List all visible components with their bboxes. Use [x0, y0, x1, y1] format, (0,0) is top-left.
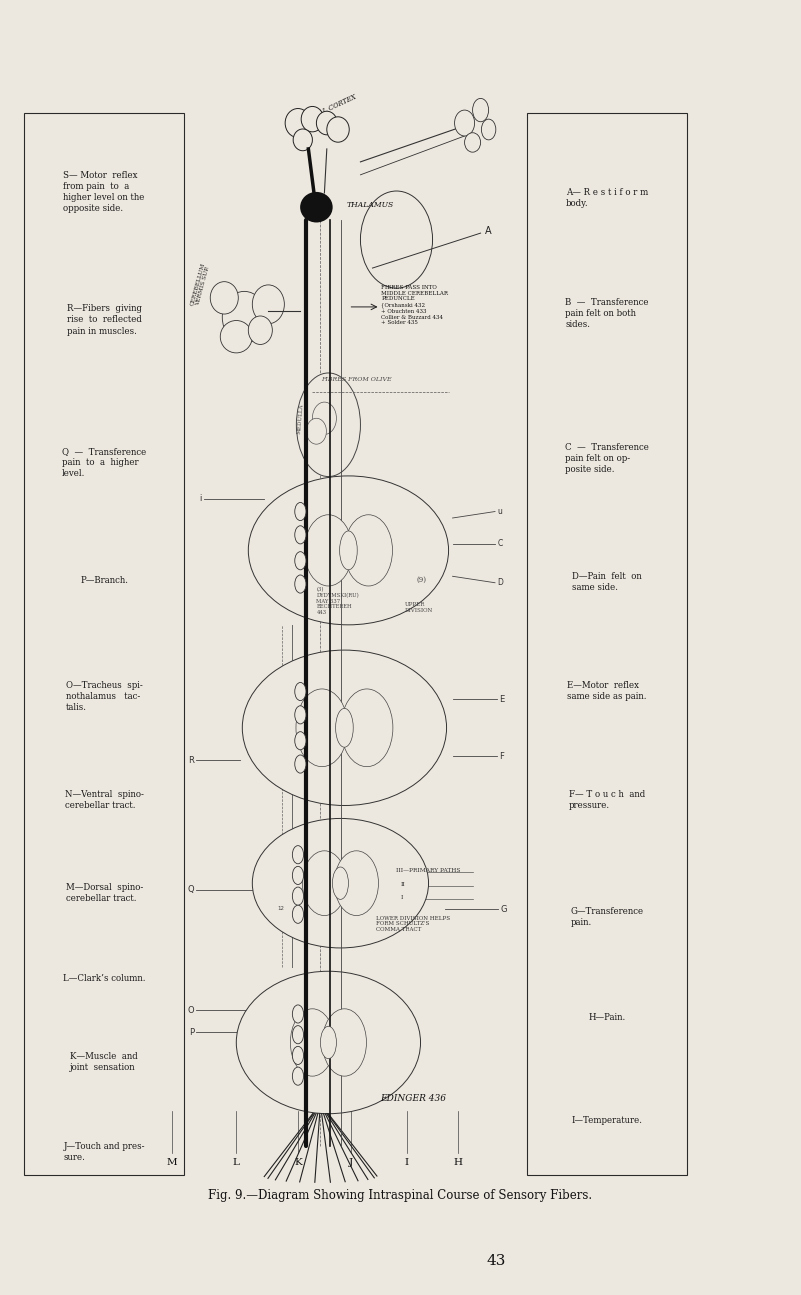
Text: LOWER DIVISION HELPS
FORM SCHULTZ'S
COMMA TRACT: LOWER DIVISION HELPS FORM SCHULTZ'S COMM… [376, 916, 451, 932]
Circle shape [295, 755, 306, 773]
Text: E: E [499, 695, 505, 703]
Text: 43: 43 [487, 1254, 506, 1268]
Text: L: L [233, 1159, 239, 1167]
Ellipse shape [248, 316, 272, 344]
Circle shape [295, 682, 306, 701]
Text: J: J [348, 1159, 353, 1167]
Ellipse shape [312, 401, 336, 435]
Text: J—Touch and pres-
sure.: J—Touch and pres- sure. [63, 1142, 145, 1163]
Circle shape [292, 1067, 304, 1085]
Circle shape [292, 866, 304, 884]
Text: (3)
DYDYMSKI(RU)
MAY 337
BECHTEREH
443: (3) DYDYMSKI(RU) MAY 337 BECHTEREH 443 [316, 587, 359, 615]
Text: G: G [501, 905, 507, 913]
Text: K—Muscle  and
joint  sensation: K—Muscle and joint sensation [70, 1052, 138, 1072]
Circle shape [295, 575, 306, 593]
Text: D: D [497, 579, 503, 587]
Ellipse shape [327, 117, 349, 142]
Ellipse shape [243, 650, 447, 805]
Ellipse shape [285, 109, 311, 137]
Ellipse shape [301, 193, 332, 221]
Text: E—Motor  reflex
same side as pain.: E—Motor reflex same side as pain. [567, 681, 647, 702]
Ellipse shape [344, 515, 392, 585]
Text: EDINGER 436: EDINGER 436 [380, 1094, 446, 1103]
Ellipse shape [332, 868, 348, 899]
Text: I: I [400, 895, 403, 900]
Text: MEDULLA: MEDULLA [296, 403, 304, 434]
Text: CEREBRAL CORTEX: CEREBRAL CORTEX [291, 92, 358, 130]
Ellipse shape [320, 1026, 336, 1059]
Text: Q: Q [187, 886, 194, 894]
Text: P: P [189, 1028, 194, 1036]
Text: I: I [405, 1159, 409, 1167]
Text: CEREBELLUM
VERMIS SUP.: CEREBELLUM VERMIS SUP. [189, 262, 211, 308]
Text: (9): (9) [417, 576, 426, 584]
Ellipse shape [340, 531, 357, 570]
Text: F: F [499, 752, 504, 760]
Ellipse shape [293, 130, 312, 150]
Circle shape [292, 1026, 304, 1044]
Ellipse shape [303, 851, 346, 916]
Text: P—Branch.: P—Branch. [80, 576, 128, 585]
Ellipse shape [465, 132, 481, 153]
Text: i: i [199, 495, 202, 502]
Circle shape [295, 732, 306, 750]
Ellipse shape [304, 515, 352, 585]
Ellipse shape [248, 477, 449, 625]
Text: I—Temperature.: I—Temperature. [572, 1116, 642, 1125]
Text: L—Clark’s column.: L—Clark’s column. [63, 974, 145, 983]
Ellipse shape [473, 98, 489, 122]
Ellipse shape [323, 1009, 367, 1076]
Text: B  —  Transference
pain felt on both
sides.: B — Transference pain felt on both sides… [566, 298, 649, 329]
Circle shape [292, 905, 304, 923]
Circle shape [292, 887, 304, 905]
Text: K: K [294, 1159, 302, 1167]
Ellipse shape [223, 291, 267, 343]
Text: FIBRES FROM OLIVE: FIBRES FROM OLIVE [321, 377, 392, 382]
Ellipse shape [336, 708, 353, 747]
Bar [527, 113, 687, 1175]
Ellipse shape [455, 110, 474, 136]
Circle shape [295, 526, 306, 544]
Text: D—Pain  felt  on
same side.: D—Pain felt on same side. [572, 572, 642, 593]
Text: R—Fibers  giving
rise  to  reflected
pain in muscles.: R—Fibers giving rise to reflected pain i… [66, 304, 142, 335]
Ellipse shape [341, 689, 393, 767]
Circle shape [295, 502, 306, 521]
Ellipse shape [252, 818, 429, 948]
Text: M—Dorsal  spino-
cerebellar tract.: M—Dorsal spino- cerebellar tract. [66, 883, 143, 904]
Text: M: M [167, 1159, 178, 1167]
Text: C: C [497, 540, 503, 548]
Ellipse shape [210, 282, 239, 315]
Ellipse shape [296, 373, 360, 477]
Bar [24, 113, 184, 1175]
Circle shape [295, 552, 306, 570]
Text: R: R [188, 756, 194, 764]
Text: THALAMUS: THALAMUS [347, 201, 394, 208]
Ellipse shape [360, 192, 433, 289]
Text: 12: 12 [277, 906, 284, 912]
Ellipse shape [220, 321, 252, 354]
Ellipse shape [335, 851, 379, 916]
Circle shape [292, 846, 304, 864]
Text: A— R e s t i f o r m
body.: A— R e s t i f o r m body. [566, 188, 648, 208]
Ellipse shape [252, 285, 284, 324]
Ellipse shape [296, 689, 348, 767]
Text: FIBRES PASS INTO
MIDDLE CEREBELLAR
PEDUNCLE
{Orshanski 432
+ Obuchten 433
Collie: FIBRES PASS INTO MIDDLE CEREBELLAR PEDUN… [381, 285, 449, 325]
Text: II: II [400, 882, 405, 887]
Text: C  —  Transference
pain felt on op-
posite side.: C — Transference pain felt on op- posite… [566, 443, 649, 474]
Ellipse shape [316, 111, 337, 135]
Text: O—Tracheus  spi-
nothalamus   tac-
talis.: O—Tracheus spi- nothalamus tac- talis. [66, 681, 143, 712]
Text: UPPER
DIVISION: UPPER DIVISION [405, 602, 433, 613]
Text: A: A [485, 225, 491, 236]
Ellipse shape [307, 418, 327, 444]
Text: O: O [187, 1006, 194, 1014]
Ellipse shape [301, 106, 324, 132]
Text: H: H [453, 1159, 463, 1167]
Ellipse shape [481, 119, 496, 140]
Text: III—PRIMARY PATHS: III—PRIMARY PATHS [396, 868, 461, 873]
Text: N—Ventral  spino-
cerebellar tract.: N—Ventral spino- cerebellar tract. [65, 790, 143, 811]
Circle shape [292, 1046, 304, 1064]
Text: G—Transference
pain.: G—Transference pain. [570, 906, 644, 927]
Ellipse shape [291, 1009, 335, 1076]
Ellipse shape [236, 971, 421, 1114]
Text: Q  —  Transference
pain  to  a  higher
level.: Q — Transference pain to a higher level. [62, 447, 147, 478]
